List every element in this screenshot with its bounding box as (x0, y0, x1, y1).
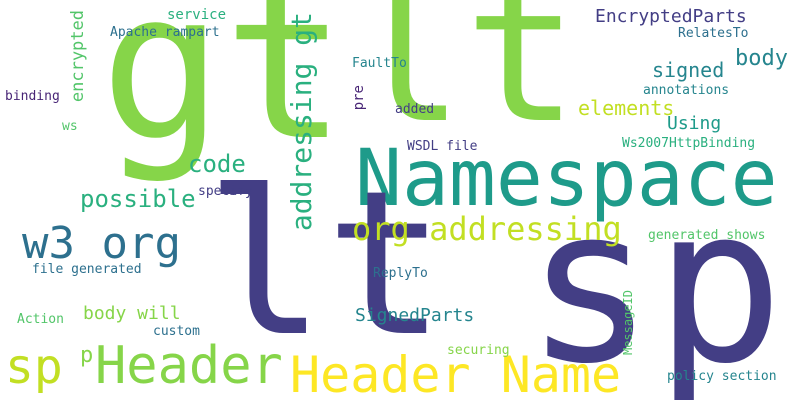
word-action: Action (17, 312, 64, 327)
word-encryptedparts: EncryptedParts (595, 6, 747, 27)
word-org-addressing: org addressing (352, 210, 622, 248)
word-securing: securing (447, 343, 510, 358)
word-wsdl-file: WSDL file (407, 139, 478, 154)
word-policy-section: policy section (667, 369, 777, 384)
word-relatesto: RelatesTo (678, 26, 749, 41)
word-header-name: Header Name (290, 346, 622, 400)
word-code: code (188, 150, 246, 178)
word-specify: specify (198, 184, 253, 199)
word-apache-rampart: Apache rampart (110, 25, 220, 40)
word-generated-shows: generated shows (648, 228, 766, 243)
word-faultto: FaultTo (352, 56, 407, 71)
word-annotations: annotations (643, 83, 730, 98)
word-addressing-gt: addressing gt (285, 12, 318, 232)
word-elements: elements (578, 96, 675, 120)
word-pre: pre (351, 85, 367, 111)
word-file-generated: file generated (32, 262, 142, 277)
word-possible: possible (80, 185, 196, 213)
word-service: service (167, 7, 227, 23)
word-messageid: MessageID (621, 290, 635, 356)
word-w3-org: w3 org (22, 218, 181, 269)
word-added: added (395, 102, 435, 117)
word-custom: custom (153, 324, 200, 339)
word-encrypted: encrypted (68, 10, 88, 103)
word-signed: signed (652, 58, 725, 82)
word-lt-top: lt (350, 0, 579, 165)
word-sp-small: sp (5, 339, 63, 395)
word-ws2007httpbinding: Ws2007HttpBinding (622, 136, 756, 151)
word-gt: gt (100, 0, 347, 186)
word-body: body (735, 46, 788, 71)
word-binding: binding (5, 89, 60, 104)
word-body-will: body will (83, 303, 181, 324)
word-signedparts: SignedParts (355, 305, 475, 326)
word-header: Header (95, 336, 283, 396)
word-ws: ws (62, 119, 78, 134)
word-replyto: ReplyTo (373, 266, 428, 281)
word-namespace: Namespace (355, 134, 778, 224)
word-p: p (80, 343, 94, 368)
word-using: Using (667, 113, 722, 134)
word-lt-large: lt (205, 148, 446, 381)
word-sp-large: sp (525, 160, 784, 400)
